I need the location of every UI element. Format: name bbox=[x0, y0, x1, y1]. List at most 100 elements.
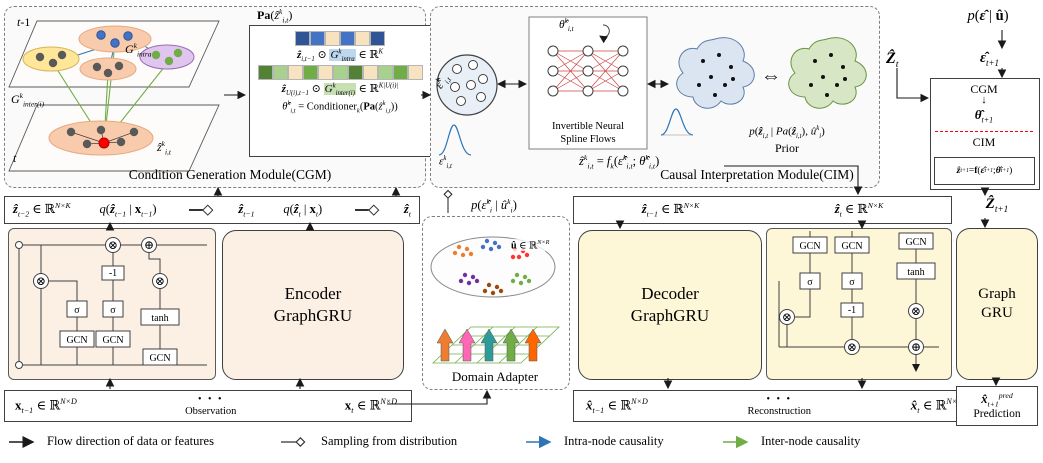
legend-intra: Intra-node causality bbox=[525, 434, 664, 449]
observation-bar: xt−1 ∈ ℝN×D • • • Observation xt ∈ ℝN×D bbox=[4, 390, 412, 422]
encoder-gru-cell: ⊗ ⊕ ⊗ ⊗ -1 σ σ tanh GCN GCN GCN bbox=[8, 228, 216, 380]
svg-text:⊗: ⊗ bbox=[108, 238, 118, 252]
svg-text:GCN: GCN bbox=[66, 335, 87, 346]
latent-z-next-label: Ẑt+1 bbox=[985, 196, 1009, 215]
u-dimension-label: û ∈ ℝN×R bbox=[511, 239, 550, 252]
svg-text:⊗: ⊗ bbox=[911, 304, 921, 318]
svg-text:tanh: tanh bbox=[151, 313, 168, 324]
svg-text:GCN: GCN bbox=[102, 335, 123, 346]
z-t: ẑt bbox=[403, 201, 411, 219]
noise-ball bbox=[436, 54, 498, 116]
reconstruction-label: Reconstruction bbox=[747, 405, 812, 417]
prior-label: Prior bbox=[775, 141, 799, 155]
z-t-dim: ẑt ∈ ℝN×K bbox=[834, 201, 884, 219]
svg-text:⊕: ⊕ bbox=[144, 238, 154, 252]
domain-cluster-5 bbox=[482, 282, 504, 296]
svg-text:-1: -1 bbox=[109, 268, 117, 279]
theta-label: θ̂ki,t bbox=[559, 17, 574, 34]
svg-text:tanh: tanh bbox=[907, 267, 924, 278]
inter-graph-label: Gkinter(i) bbox=[11, 91, 45, 109]
graphgru-label-line1: Graph bbox=[978, 285, 1016, 302]
inter-arrow-icon bbox=[723, 435, 749, 448]
graph-gru-box: Graph GRU bbox=[956, 228, 1038, 380]
intra-arrow-icon bbox=[526, 435, 552, 448]
svg-text:GCN: GCN bbox=[149, 353, 170, 364]
decoder-label-line2: GraphGRU bbox=[630, 306, 710, 325]
inter-node-causality-lines bbox=[52, 42, 170, 144]
encoder-gru-cell-graphic: ⊗ ⊕ ⊗ ⊗ -1 σ σ tanh GCN GCN GCN bbox=[15, 237, 207, 369]
prior-density-curve bbox=[660, 108, 694, 136]
pred-x-t-plus-1: x̂t+1pred bbox=[981, 390, 1013, 409]
rec-x-t-minus-1: x̂t−1 ∈ ℝN×D bbox=[586, 397, 648, 415]
legend-sampling-label: Sampling from distribution bbox=[321, 434, 458, 448]
cgm-planes-graphic bbox=[8, 20, 220, 172]
ellipsis-icon: • • • bbox=[766, 394, 792, 406]
latent-zt-label: Ẑt bbox=[886, 50, 899, 71]
theta-loop-arrow-icon bbox=[599, 24, 610, 44]
theta-next-label: θ̂t+1 bbox=[974, 107, 994, 125]
noise-sample-label: εki,t bbox=[439, 155, 452, 170]
svg-text:σ: σ bbox=[849, 277, 855, 288]
green-grid bbox=[431, 326, 561, 364]
down-arrow-icon: ↓ bbox=[981, 94, 987, 106]
cluster-pa bbox=[78, 25, 152, 53]
decoder-cell-gates: GCN GCN GCN tanh σ σ -1 bbox=[792, 232, 936, 318]
decoder-cell-operators: ⊗ ⊗ ⊗ ⊕ bbox=[779, 303, 924, 355]
observation-label: Observation bbox=[185, 405, 237, 417]
ellipsis-icon: • • • bbox=[197, 394, 224, 406]
flows-label-line1: Invertible Neural bbox=[552, 121, 624, 132]
prediction-box: x̂t+1pred Prediction bbox=[956, 386, 1038, 426]
flow-network-edges bbox=[552, 50, 624, 92]
domain-cluster-4 bbox=[510, 272, 532, 286]
decoder-gru-cell-graphic: GCN GCN GCN tanh σ σ -1 ⊗ ⊗ ⊗ ⊕ bbox=[778, 231, 939, 372]
obs-x-t-minus-1: xt−1 ∈ ℝN×D bbox=[15, 397, 77, 415]
latent-distribution-blob bbox=[676, 37, 755, 109]
legend-intra-label: Intra-node causality bbox=[564, 434, 664, 448]
prediction-flow-box: CGM ↓ θ̂t+1 CIM ẑ t+1 = f(ε̂ t+1; θ̂ t+1) bbox=[930, 78, 1040, 190]
target-node-dot bbox=[98, 137, 110, 149]
reconstruction-bar: x̂t−1 ∈ ℝN×D • • • Reconstruction x̂t ∈ … bbox=[573, 390, 976, 422]
svg-text:σ: σ bbox=[74, 305, 80, 316]
cgm-module: t-1 Pa(ẑki,t) Gkintra Gkinter(i) ẑki,t t… bbox=[4, 6, 431, 188]
equivalence-icon: ⇔ bbox=[761, 65, 781, 87]
cgm-title: Condition Generation Module(CGM) bbox=[128, 167, 332, 182]
svg-text:GCN: GCN bbox=[841, 241, 862, 252]
legend-flow: Flow direction of data or features bbox=[8, 434, 214, 449]
prior-distribution-blob bbox=[788, 37, 867, 109]
input-node bbox=[15, 361, 23, 369]
sampling-connector-icon bbox=[189, 209, 206, 211]
posterior-q2: q(ẑt | xt) bbox=[283, 201, 323, 219]
legend-inter: Inter-node causality bbox=[722, 434, 860, 449]
decoder-graphgru-box: Decoder GraphGRU bbox=[578, 230, 762, 380]
zt-to-panel-arrow bbox=[896, 68, 930, 103]
time-t-label: t bbox=[13, 151, 17, 165]
intra-graph-label: Gkintra bbox=[125, 41, 152, 59]
cim-step-label: CIM bbox=[972, 135, 996, 149]
cluster-node-i bbox=[48, 120, 154, 156]
obs-x-t: xt ∈ ℝN×D bbox=[344, 397, 397, 415]
domain-cluster-3 bbox=[458, 272, 480, 286]
svg-text:GCN: GCN bbox=[799, 241, 820, 252]
encoder-label-line1: Encoder bbox=[284, 283, 342, 303]
domain-scatter-graphic bbox=[430, 236, 556, 298]
obs-ellipsis-group: • • • Observation bbox=[185, 395, 236, 417]
cgm-step-label: CGM bbox=[970, 82, 998, 96]
conditioner-equation: θ̂ki,t = Conditionerk(Pa(ẑki,t)) bbox=[282, 100, 398, 115]
inter-mask-cells bbox=[252, 65, 428, 81]
encoder-label-line2: GraphGRU bbox=[273, 306, 353, 325]
domain-bars-graphic bbox=[431, 326, 561, 364]
flow-arrow-icon bbox=[9, 435, 35, 448]
rec-ellipsis-group: • • • Reconstruction bbox=[747, 395, 811, 417]
decoder-label-line1: Decoder bbox=[641, 283, 699, 303]
flow-equation: ẑki,t = fk(ε̂ki,t; θ̂ki,t) bbox=[579, 153, 660, 171]
cgm-equations-box: ẑi,t−1 ⊙ Gkintra ∈ ℝK ẑU(i),t−1 ⊙ Gkinte… bbox=[249, 25, 431, 157]
svg-text:⊗: ⊗ bbox=[155, 274, 165, 288]
svg-text:GCN: GCN bbox=[905, 237, 926, 248]
time-t-minus-1-label: t-1 bbox=[17, 15, 31, 29]
decoder-gru-cell: GCN GCN GCN tanh σ σ -1 ⊗ ⊗ ⊗ ⊕ bbox=[766, 228, 952, 380]
prediction-equation-box: ẑ t+1 = f(ε̂ t+1; θ̂ t+1) bbox=[934, 157, 1035, 185]
flow-network-nodes bbox=[547, 45, 629, 97]
noise-next-label: ε̂t+1 bbox=[980, 50, 1000, 68]
intra-equation: ẑi,t−1 ⊙ Gkintra ∈ ℝK bbox=[296, 48, 384, 64]
